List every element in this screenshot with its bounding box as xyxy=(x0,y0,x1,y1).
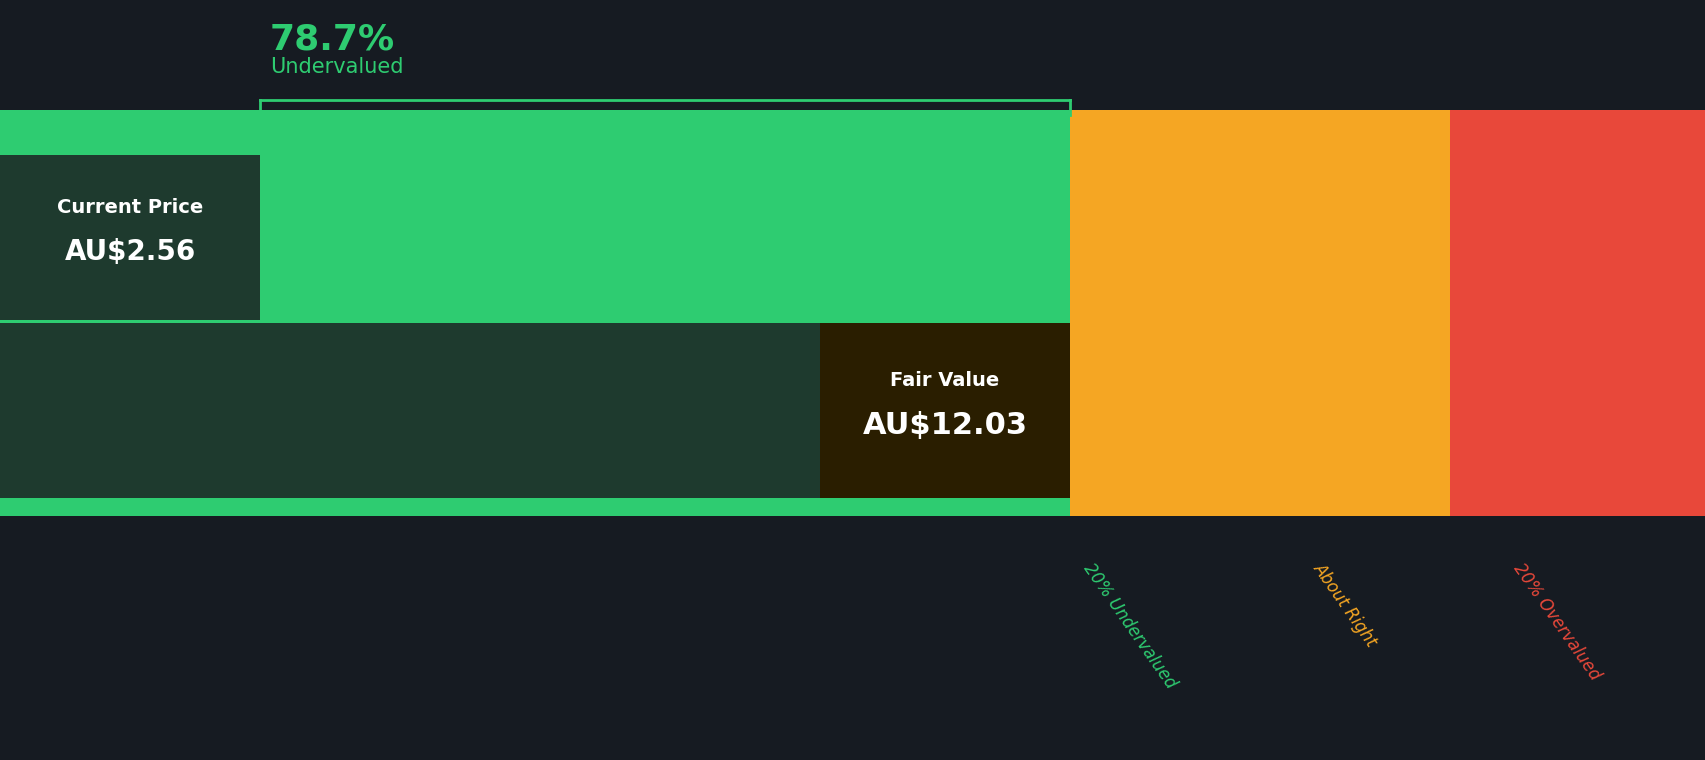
Text: 20% Undervalued: 20% Undervalued xyxy=(1079,560,1180,692)
Bar xyxy=(0,323,1069,498)
Text: 78.7%: 78.7% xyxy=(269,23,396,57)
Text: AU$12.03: AU$12.03 xyxy=(863,411,1026,440)
Bar xyxy=(0,155,259,320)
Text: About Right: About Right xyxy=(1309,560,1379,651)
Bar xyxy=(1069,110,1449,128)
Text: AU$2.56: AU$2.56 xyxy=(65,239,196,267)
Text: Fair Value: Fair Value xyxy=(890,371,999,390)
Bar xyxy=(1069,323,1449,498)
Bar xyxy=(1449,128,1705,323)
Bar xyxy=(0,128,1069,323)
Bar xyxy=(1449,498,1705,516)
Bar xyxy=(1069,498,1449,516)
Text: Undervalued: Undervalued xyxy=(269,57,404,77)
Text: 20% Overvalued: 20% Overvalued xyxy=(1509,560,1603,684)
Bar xyxy=(820,323,1069,498)
Bar xyxy=(0,110,1069,128)
Text: Current Price: Current Price xyxy=(56,198,203,217)
Bar xyxy=(1449,323,1705,498)
Bar xyxy=(1069,128,1449,323)
Bar xyxy=(1449,110,1705,128)
Bar xyxy=(0,498,1069,516)
